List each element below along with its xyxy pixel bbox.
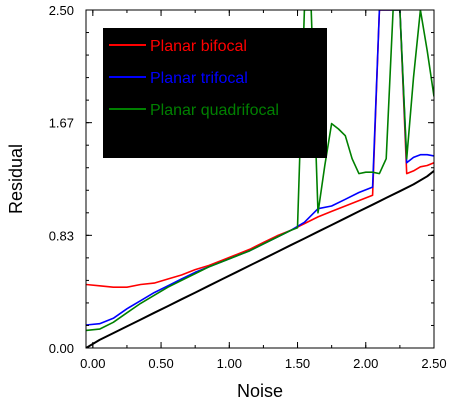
series-line-planar-quadrifocal — [86, 10, 434, 332]
series-line-reference — [86, 170, 434, 348]
x-axis-title: Noise — [237, 381, 283, 401]
series-layer — [86, 10, 434, 348]
y-tick-label: 2.50 — [49, 3, 74, 18]
legend-label: Planar quadrifocal — [150, 102, 279, 119]
legend-label: Planar bifocal — [150, 38, 247, 55]
legend-label: Planar trifocal — [150, 70, 248, 87]
y-tick-label: 0.00 — [49, 341, 74, 356]
x-tick-label: 0.50 — [148, 356, 173, 371]
y-tick-label: 1.67 — [49, 116, 74, 131]
x-tick-label: 0.00 — [80, 356, 105, 371]
x-tick-label: 1.00 — [217, 356, 242, 371]
y-tick-label: 0.83 — [49, 228, 74, 243]
y-axis-title: Residual — [6, 144, 26, 214]
legend: Planar bifocal Planar trifocal Planar quad… — [103, 28, 327, 158]
x-tick-label: 2.50 — [421, 356, 446, 371]
legend-box — [103, 28, 327, 158]
x-tick-label: 1.50 — [285, 356, 310, 371]
ticks-layer: 0.00 0.50 1.00 1.50 2.00 2.50 0.00 0.83 1.67 2.50 — [49, 3, 447, 371]
plot-frame — [85, 9, 435, 349]
x-tick-label: 2.00 — [353, 356, 378, 371]
